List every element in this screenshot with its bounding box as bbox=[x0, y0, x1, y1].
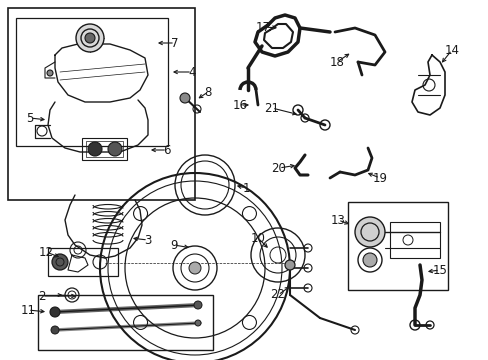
Text: 17: 17 bbox=[255, 21, 270, 33]
Text: 3: 3 bbox=[144, 234, 151, 247]
Text: 13: 13 bbox=[330, 213, 345, 226]
Text: 1: 1 bbox=[242, 181, 249, 194]
Circle shape bbox=[50, 307, 60, 317]
Circle shape bbox=[52, 254, 68, 270]
Text: 22: 22 bbox=[270, 288, 285, 302]
Text: 15: 15 bbox=[432, 264, 447, 276]
Bar bbox=[48, 248, 118, 276]
Bar bbox=[16, 18, 168, 146]
Text: 5: 5 bbox=[26, 112, 34, 125]
Text: 9: 9 bbox=[170, 239, 177, 252]
Text: 16: 16 bbox=[232, 99, 247, 112]
Circle shape bbox=[189, 262, 201, 274]
Text: 7: 7 bbox=[171, 36, 179, 50]
Text: 20: 20 bbox=[271, 162, 286, 175]
Text: 18: 18 bbox=[329, 55, 344, 68]
Text: 21: 21 bbox=[264, 102, 279, 114]
Circle shape bbox=[195, 320, 201, 326]
Text: 19: 19 bbox=[372, 171, 386, 185]
Circle shape bbox=[285, 260, 294, 270]
Circle shape bbox=[47, 70, 53, 76]
Circle shape bbox=[108, 142, 122, 156]
Circle shape bbox=[76, 24, 104, 52]
Text: 6: 6 bbox=[163, 144, 170, 157]
Circle shape bbox=[85, 33, 95, 43]
Bar bbox=[8, 8, 195, 200]
Bar bbox=[82, 138, 127, 160]
Circle shape bbox=[51, 326, 59, 334]
Text: 4: 4 bbox=[188, 66, 195, 78]
Bar bbox=[38, 295, 213, 350]
Circle shape bbox=[362, 253, 376, 267]
Circle shape bbox=[88, 142, 102, 156]
Circle shape bbox=[354, 217, 384, 247]
Circle shape bbox=[194, 301, 202, 309]
Text: 11: 11 bbox=[20, 303, 36, 316]
Bar bbox=[347, 202, 447, 290]
Text: 10: 10 bbox=[250, 231, 265, 244]
Text: 8: 8 bbox=[204, 86, 211, 99]
Bar bbox=[86, 141, 123, 157]
Text: 12: 12 bbox=[39, 246, 53, 258]
Bar bbox=[389, 222, 439, 258]
Circle shape bbox=[180, 93, 190, 103]
Text: 14: 14 bbox=[444, 44, 459, 57]
Text: 2: 2 bbox=[38, 289, 46, 302]
